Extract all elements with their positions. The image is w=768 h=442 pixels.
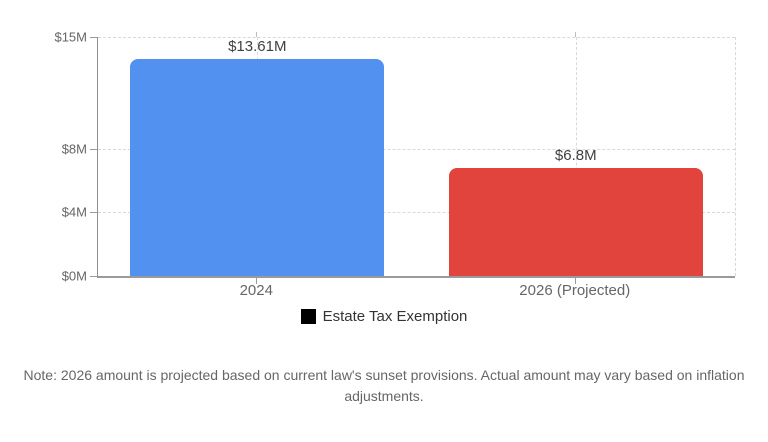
bar-2026-projected[interactable] <box>448 167 703 276</box>
plot-area: $13.61M $6.8M <box>97 37 736 278</box>
legend[interactable]: Estate Tax Exemption <box>0 308 768 325</box>
x-category-label: 2026 (Projected) <box>519 282 631 299</box>
y-tick-label: $8M <box>61 141 87 157</box>
legend-swatch-icon <box>300 309 316 324</box>
v-gridline <box>575 37 577 276</box>
y-axis-tick <box>90 212 97 214</box>
y-axis-tick <box>90 276 97 277</box>
v-gridline-right-edge <box>735 37 736 276</box>
h-gridline <box>98 37 735 38</box>
top-axis-tick <box>574 32 576 37</box>
x-category-label: 2024 <box>239 282 273 299</box>
note-line-1: Note: 2026 amount is projected based on … <box>23 367 745 383</box>
h-gridline <box>98 212 735 214</box>
h-gridline <box>98 148 735 150</box>
chart-note: Note: 2026 amount is projected based on … <box>0 365 768 407</box>
x-axis-tick <box>574 278 576 284</box>
y-tick-label: $4M <box>61 204 87 220</box>
y-tick-label: $0M <box>61 268 87 284</box>
y-tick-label: $15M <box>54 29 87 45</box>
bar-value-label: $6.8M <box>554 146 597 164</box>
y-axis-tick <box>90 37 97 38</box>
bar-value-label: $13.61M <box>228 38 287 56</box>
bar-2024[interactable] <box>130 59 385 276</box>
note-line-2: adjustments. <box>344 388 424 404</box>
top-axis-tick <box>256 32 258 37</box>
legend-label: Estate Tax Exemption <box>322 308 468 325</box>
y-axis-tick <box>90 148 97 150</box>
x-axis-tick <box>256 278 258 284</box>
